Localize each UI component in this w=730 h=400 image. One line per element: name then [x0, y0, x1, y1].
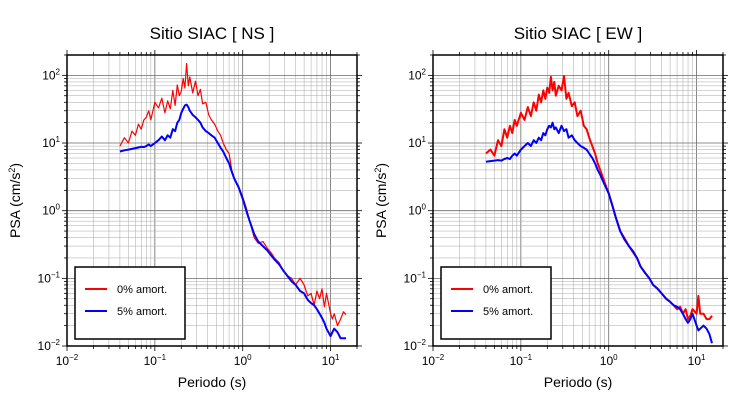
chart-title: Sitio SIAC [ EW ]: [514, 24, 642, 43]
x-tick-label: 10−2: [56, 353, 79, 368]
ticks: [428, 50, 728, 351]
series-line-2: [119, 103, 346, 340]
legend-label-1: 0% amort.: [117, 284, 167, 296]
legend-label-1: 0% amort.: [483, 284, 533, 296]
y-tick-label: 100: [408, 203, 426, 218]
y-tick-label: 10−1: [38, 270, 61, 285]
y-tick-label: 101: [42, 135, 60, 150]
legend: 0% amort. 5% amort.: [440, 266, 552, 340]
x-tick-label: 101: [322, 353, 340, 368]
y-tick-label: 10−2: [404, 338, 427, 353]
plot-frame: [432, 54, 724, 347]
y-tick-label: 10−1: [404, 270, 427, 285]
y-tick-label: 102: [42, 67, 60, 82]
legend-label-2: 5% amort.: [483, 306, 533, 318]
plot-frame: [66, 54, 358, 347]
chart-panel-1: 10−2 10−1 100 101 10−2 10−1 100 101 102 Sitio SIA…: [7, 24, 362, 390]
legend-box: [440, 266, 552, 340]
y-axis-label: PSA (cm/s2): [7, 163, 23, 238]
x-tick-label: 10−1: [144, 353, 167, 368]
x-tick-label: 10−1: [510, 353, 533, 368]
y-tick-label: 101: [408, 135, 426, 150]
y-tick-label: 102: [408, 67, 426, 82]
ticks: [62, 50, 362, 351]
x-tick-label: 10−2: [422, 353, 445, 368]
y-tick-label: 10−2: [38, 338, 61, 353]
x-tick-label: 101: [688, 353, 706, 368]
chart-title: Sitio SIAC [ NS ]: [150, 24, 275, 43]
series-line-2: [485, 121, 713, 344]
x-axis-label: Periodo (s): [178, 374, 246, 390]
x-tick-label: 100: [600, 353, 618, 368]
legend-box: [74, 266, 186, 340]
legend-label-2: 5% amort.: [117, 306, 167, 318]
legend: 0% amort. 5% amort.: [74, 266, 186, 340]
x-axis-label: Periodo (s): [544, 374, 612, 390]
grid: [66, 54, 358, 347]
y-tick-label: 100: [42, 203, 60, 218]
y-axis-label: PSA (cm/s2): [373, 163, 389, 238]
series-line-1: [119, 62, 347, 327]
chart-panel-2: 10−2 10−1 100 101 10−2 10−1 100 101 102 Sitio SIA…: [373, 24, 728, 390]
x-tick-label: 100: [234, 353, 252, 368]
